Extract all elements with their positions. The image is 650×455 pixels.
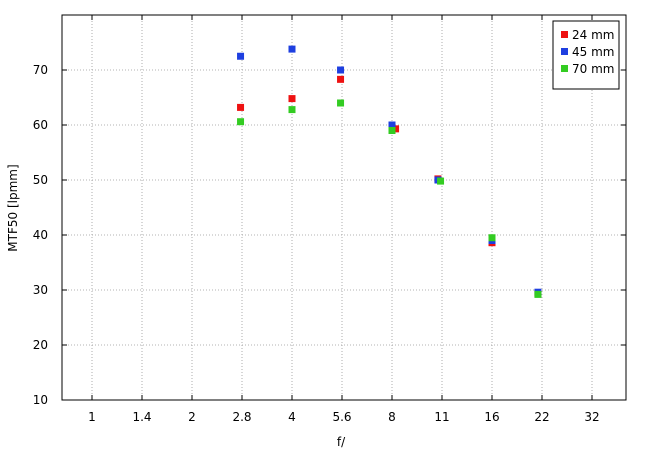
x-tick-label: 2.8 [232,410,251,424]
data-point-45-mm [288,45,296,53]
legend-marker-24-mm [561,31,568,38]
axis-ticks [62,15,626,401]
x-axis-title: f/ [337,435,346,449]
data-point-70-mm [288,106,296,114]
data-point-45-mm [388,121,396,129]
data-point-70-mm [437,177,445,185]
x-tick-label: 2 [188,410,196,424]
x-tick-label: 1.4 [132,410,151,424]
y-tick-label: 70 [33,63,48,77]
legend: 24 mm 45 mm 70 mm [552,20,620,90]
data-point-70-mm [488,234,496,242]
data-point-24-mm [337,75,345,83]
x-tick-label: 4 [288,410,296,424]
legend-marker-45-mm [561,48,568,55]
data-point-70-mm [237,118,245,126]
data-point-45-mm [337,66,345,74]
y-tick-label: 10 [33,393,48,407]
data-point-70-mm [337,99,345,107]
legend-marker-70-mm [561,65,568,72]
data-points [237,45,542,298]
grid-lines [62,15,626,400]
data-point-70-mm [534,290,542,298]
y-tick-label: 50 [33,173,48,187]
x-tick-label: 8 [388,410,396,424]
data-point-24-mm [288,95,296,103]
y-tick-label: 20 [33,338,48,352]
x-tick-label: 5.6 [332,410,351,424]
x-tick-label: 11 [434,410,449,424]
data-point-24-mm [237,103,245,111]
y-tick-label: 60 [33,118,48,132]
legend-label-24-mm: 24 mm [572,28,614,42]
y-axis-title: MTF50 [lpmm] [6,164,20,251]
x-tick-label: 1 [88,410,96,424]
data-point-24-mm [392,125,400,133]
y-tick-label: 40 [33,228,48,242]
data-point-45-mm [237,52,245,60]
x-tick-label: 22 [534,410,549,424]
legend-label-70-mm: 70 mm [572,62,614,76]
y-tick-label: 30 [33,283,48,297]
data-point-70-mm [388,127,396,134]
legend-label-45-mm: 45 mm [572,45,614,59]
tick-labels: 1 1.4 2 2.8 4 5.6 8 11 16 22 32 10 20 30 40 50 60 70 [33,63,600,424]
x-tick-label: 16 [484,410,499,424]
x-tick-label: 32 [584,410,599,424]
